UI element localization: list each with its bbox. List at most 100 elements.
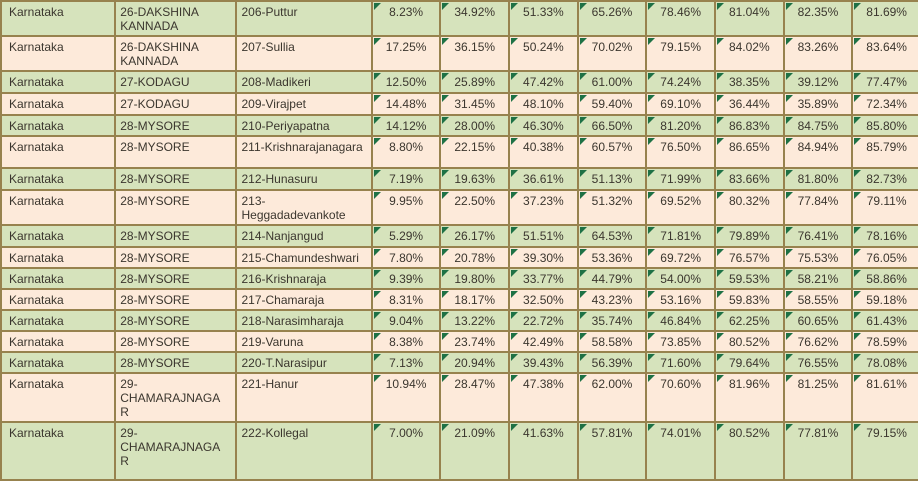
value-cell[interactable]: 69.72%: [645, 246, 716, 269]
value-cell[interactable]: 77.47%: [851, 70, 918, 94]
state-cell[interactable]: Karnataka: [0, 372, 117, 423]
constituency-cell[interactable]: 211-Krishnarajanagara: [235, 135, 373, 169]
value-cell[interactable]: 64.53%: [576, 224, 648, 248]
value-cell[interactable]: 22.15%: [439, 135, 511, 169]
value-cell[interactable]: 42.49%: [508, 330, 579, 353]
value-cell[interactable]: 17.25%: [370, 35, 442, 72]
value-cell[interactable]: 20.94%: [439, 351, 511, 374]
value-cell[interactable]: 74.01%: [645, 421, 716, 481]
value-cell[interactable]: 71.99%: [645, 167, 716, 191]
value-cell[interactable]: 82.35%: [782, 0, 854, 37]
value-cell[interactable]: 79.11%: [851, 189, 918, 226]
value-cell[interactable]: 9.04%: [370, 309, 442, 332]
value-cell[interactable]: 81.96%: [713, 372, 785, 423]
state-cell[interactable]: Karnataka: [0, 92, 117, 116]
state-cell[interactable]: Karnataka: [0, 309, 117, 332]
value-cell[interactable]: 81.25%: [782, 372, 854, 423]
value-cell[interactable]: 9.39%: [370, 267, 442, 290]
district-cell[interactable]: 28-MYSORE: [114, 309, 238, 332]
value-cell[interactable]: 78.16%: [851, 224, 918, 248]
value-cell[interactable]: 75.53%: [782, 246, 854, 269]
value-cell[interactable]: 8.23%: [370, 0, 442, 37]
value-cell[interactable]: 34.92%: [439, 0, 511, 37]
value-cell[interactable]: 35.74%: [576, 309, 648, 332]
value-cell[interactable]: 46.84%: [645, 309, 716, 332]
value-cell[interactable]: 14.12%: [370, 114, 442, 137]
state-cell[interactable]: Karnataka: [0, 70, 117, 94]
constituency-cell[interactable]: 207-Sullia: [235, 35, 373, 72]
constituency-cell[interactable]: 208-Madikeri: [235, 70, 373, 94]
value-cell[interactable]: 58.55%: [782, 288, 854, 311]
value-cell[interactable]: 13.22%: [439, 309, 511, 332]
value-cell[interactable]: 7.19%: [370, 167, 442, 191]
value-cell[interactable]: 47.38%: [508, 372, 579, 423]
value-cell[interactable]: 59.83%: [713, 288, 785, 311]
value-cell[interactable]: 43.23%: [576, 288, 648, 311]
value-cell[interactable]: 28.47%: [439, 372, 511, 423]
value-cell[interactable]: 58.21%: [782, 267, 854, 290]
value-cell[interactable]: 77.84%: [782, 189, 854, 226]
constituency-cell[interactable]: 219-Varuna: [235, 330, 373, 353]
district-cell[interactable]: 27-KODAGU: [114, 92, 238, 116]
district-cell[interactable]: 26-DAKSHINA KANNADA: [114, 0, 238, 37]
constituency-cell[interactable]: 221-Hanur: [235, 372, 373, 423]
constituency-cell[interactable]: 209-Virajpet: [235, 92, 373, 116]
value-cell[interactable]: 41.63%: [508, 421, 579, 481]
value-cell[interactable]: 36.44%: [713, 92, 785, 116]
value-cell[interactable]: 84.02%: [713, 35, 785, 72]
value-cell[interactable]: 76.62%: [782, 330, 854, 353]
value-cell[interactable]: 72.34%: [851, 92, 918, 116]
value-cell[interactable]: 85.79%: [851, 135, 918, 169]
value-cell[interactable]: 28.00%: [439, 114, 511, 137]
value-cell[interactable]: 5.29%: [370, 224, 442, 248]
value-cell[interactable]: 61.00%: [576, 70, 648, 94]
state-cell[interactable]: Karnataka: [0, 167, 117, 191]
value-cell[interactable]: 37.23%: [508, 189, 579, 226]
value-cell[interactable]: 79.15%: [851, 421, 918, 481]
state-cell[interactable]: Karnataka: [0, 224, 117, 248]
value-cell[interactable]: 80.52%: [713, 330, 785, 353]
value-cell[interactable]: 76.55%: [782, 351, 854, 374]
constituency-cell[interactable]: 215-Chamundeshwari: [235, 246, 373, 269]
state-cell[interactable]: Karnataka: [0, 135, 117, 169]
value-cell[interactable]: 60.65%: [782, 309, 854, 332]
value-cell[interactable]: 79.64%: [713, 351, 785, 374]
value-cell[interactable]: 12.50%: [370, 70, 442, 94]
value-cell[interactable]: 38.35%: [713, 70, 785, 94]
state-cell[interactable]: Karnataka: [0, 35, 117, 72]
value-cell[interactable]: 73.85%: [645, 330, 716, 353]
district-cell[interactable]: 28-MYSORE: [114, 135, 238, 169]
value-cell[interactable]: 54.00%: [645, 267, 716, 290]
value-cell[interactable]: 77.81%: [782, 421, 854, 481]
value-cell[interactable]: 10.94%: [370, 372, 442, 423]
value-cell[interactable]: 81.69%: [851, 0, 918, 37]
value-cell[interactable]: 19.63%: [439, 167, 511, 191]
value-cell[interactable]: 51.33%: [508, 0, 579, 37]
state-cell[interactable]: Karnataka: [0, 114, 117, 137]
value-cell[interactable]: 86.83%: [713, 114, 785, 137]
value-cell[interactable]: 79.15%: [645, 35, 716, 72]
value-cell[interactable]: 50.24%: [508, 35, 579, 72]
value-cell[interactable]: 81.04%: [713, 0, 785, 37]
value-cell[interactable]: 26.17%: [439, 224, 511, 248]
value-cell[interactable]: 66.50%: [576, 114, 648, 137]
value-cell[interactable]: 31.45%: [439, 92, 511, 116]
value-cell[interactable]: 51.51%: [508, 224, 579, 248]
value-cell[interactable]: 61.43%: [851, 309, 918, 332]
value-cell[interactable]: 79.89%: [713, 224, 785, 248]
constituency-cell[interactable]: 214-Nanjangud: [235, 224, 373, 248]
constituency-cell[interactable]: 210-Periyapatna: [235, 114, 373, 137]
value-cell[interactable]: 22.72%: [508, 309, 579, 332]
value-cell[interactable]: 59.53%: [713, 267, 785, 290]
constituency-cell[interactable]: 216-Krishnaraja: [235, 267, 373, 290]
value-cell[interactable]: 48.10%: [508, 92, 579, 116]
value-cell[interactable]: 60.57%: [576, 135, 648, 169]
district-cell[interactable]: 27-KODAGU: [114, 70, 238, 94]
value-cell[interactable]: 76.50%: [645, 135, 716, 169]
value-cell[interactable]: 22.50%: [439, 189, 511, 226]
value-cell[interactable]: 69.52%: [645, 189, 716, 226]
value-cell[interactable]: 78.59%: [851, 330, 918, 353]
value-cell[interactable]: 53.16%: [645, 288, 716, 311]
value-cell[interactable]: 19.80%: [439, 267, 511, 290]
value-cell[interactable]: 51.32%: [576, 189, 648, 226]
